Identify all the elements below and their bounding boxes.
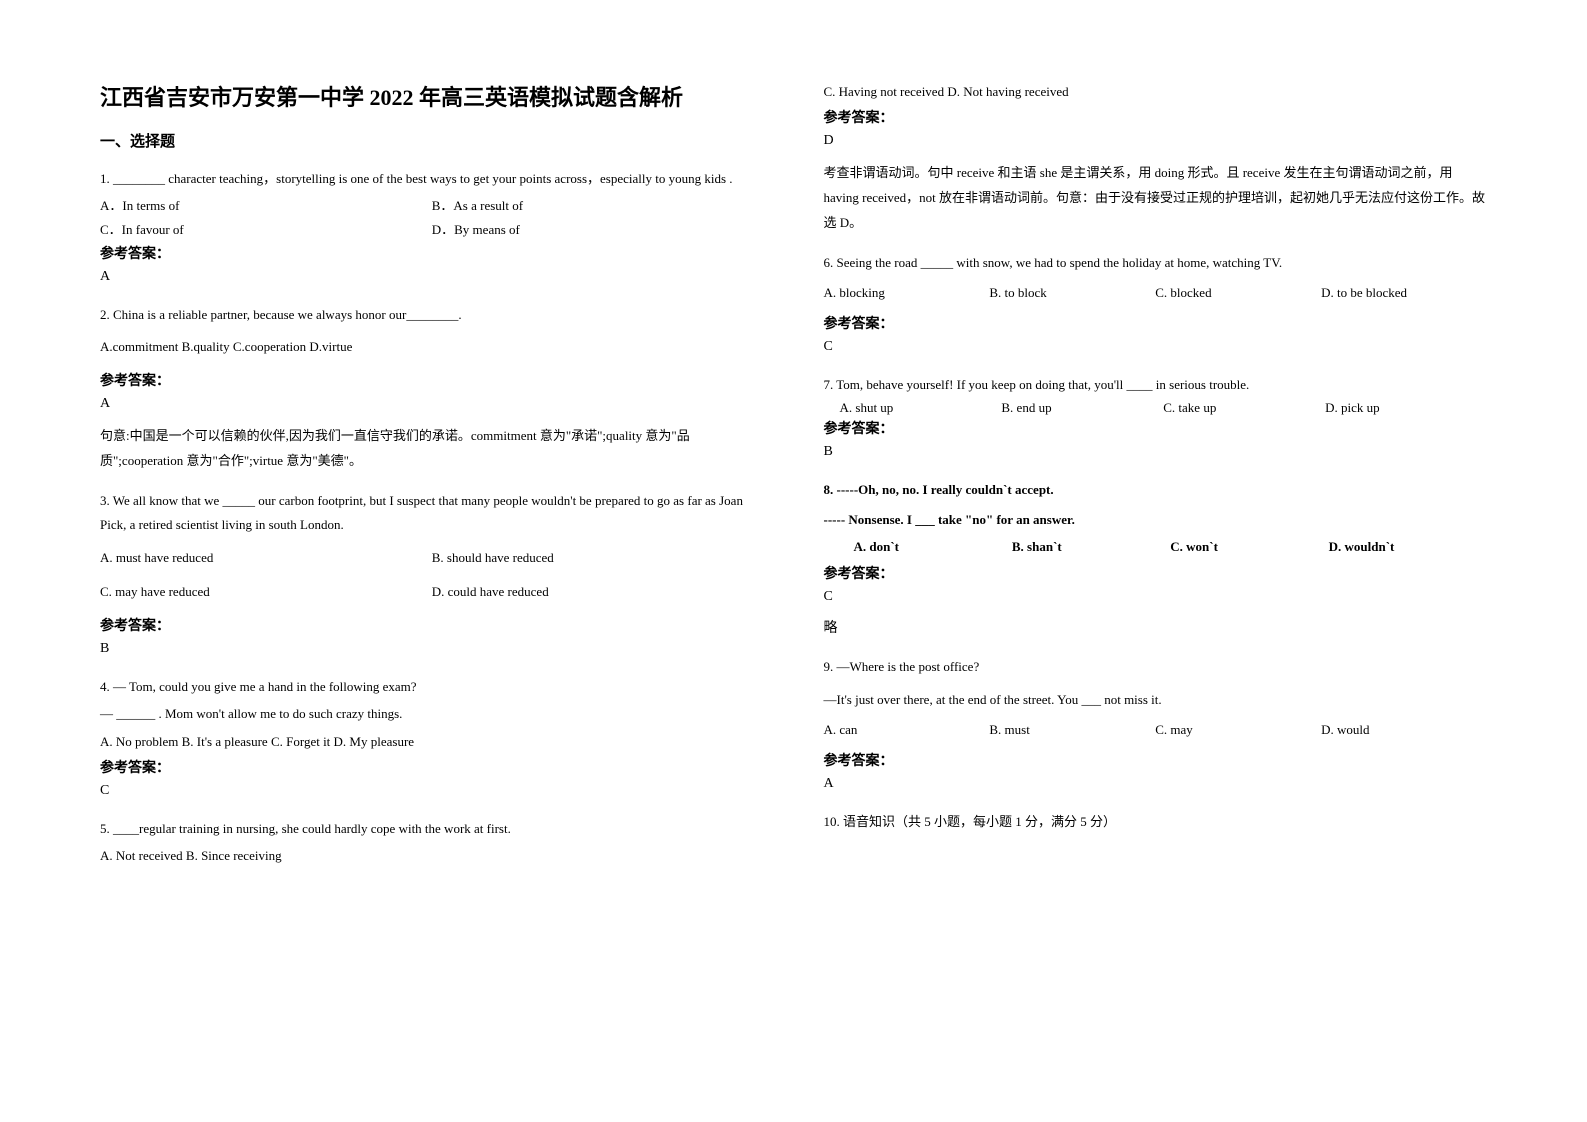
question-1: 1. ________ character teaching，storytell… <box>100 167 764 297</box>
q7-optB: B. end up <box>1001 400 1163 416</box>
q4-answer-label: 参考答案： <box>100 757 764 777</box>
q2-answer: A <box>100 396 764 412</box>
q1-optC: C．In favour of <box>100 218 432 241</box>
q8-text2: ----- Nonsense. I ___ take "no" for an a… <box>824 508 1488 531</box>
q1-optD: D．By means of <box>432 218 764 241</box>
question-6: 6. Seeing the road _____ with snow, we h… <box>824 251 1488 366</box>
q3-options-row1: A. must have reduced B. should have redu… <box>100 546 764 569</box>
q6-answer: C <box>824 339 1488 355</box>
q3-answer: B <box>100 641 764 657</box>
q3-optA: A. must have reduced <box>100 546 432 569</box>
q3-answer-label: 参考答案： <box>100 615 764 635</box>
q6-optC: C. blocked <box>1155 285 1321 301</box>
q2-answer-label: 参考答案： <box>100 370 764 390</box>
q7-optC: C. take up <box>1163 400 1325 416</box>
q7-optA: A. shut up <box>824 400 1002 416</box>
q9-optB: B. must <box>989 722 1155 738</box>
q5-explanation: 考查非谓语动词。句中 receive 和主语 she 是主谓关系，用 doing… <box>824 161 1488 235</box>
q10-text: 10. 语音知识（共 5 小题，每小题 1 分，满分 5 分） <box>824 810 1488 833</box>
q9-text2: —It's just over there, at the end of the… <box>824 688 1488 711</box>
q8-extra: 略 <box>824 617 1488 637</box>
q6-text: 6. Seeing the road _____ with snow, we h… <box>824 251 1488 274</box>
q9-text: 9. —Where is the post office? <box>824 655 1488 678</box>
question-2: 2. China is a reliable partner, because … <box>100 303 764 483</box>
q1-options-row1: A．In terms of B．As a result of <box>100 194 764 217</box>
q1-text: 1. ________ character teaching，storytell… <box>100 167 764 190</box>
q5-answer-label: 参考答案： <box>824 107 1488 127</box>
q3-text: 3. We all know that we _____ our carbon … <box>100 489 764 536</box>
q9-answer: A <box>824 776 1488 792</box>
question-4: 4. — Tom, could you give me a hand in th… <box>100 675 764 811</box>
question-5-cont: C. Having not received D. Not having rec… <box>824 80 1488 245</box>
q3-optC: C. may have reduced <box>100 580 432 603</box>
q3-optB: B. should have reduced <box>432 546 764 569</box>
q8-options: A. don`t B. shan`t C. won`t D. wouldn`t <box>824 539 1488 555</box>
question-7: 7. Tom, behave yourself! If you keep on … <box>824 373 1488 472</box>
q5-answer: D <box>824 133 1488 149</box>
q4-answer: C <box>100 783 764 799</box>
q6-answer-label: 参考答案： <box>824 313 1488 333</box>
q4-options: A. No problem B. It's a pleasure C. Forg… <box>100 730 764 753</box>
q9-answer-label: 参考答案： <box>824 750 1488 770</box>
q9-options: A. can B. must C. may D. would <box>824 722 1488 738</box>
q9-optA: A. can <box>824 722 990 738</box>
question-3: 3. We all know that we _____ our carbon … <box>100 489 764 669</box>
q8-optD: D. wouldn`t <box>1329 539 1487 555</box>
q6-options: A. blocking B. to block C. blocked D. to… <box>824 285 1488 301</box>
question-8: 8. -----Oh, no, no. I really couldn`t ac… <box>824 478 1488 649</box>
q7-answer-label: 参考答案： <box>824 418 1488 438</box>
q6-optA: A. blocking <box>824 285 990 301</box>
q7-text: 7. Tom, behave yourself! If you keep on … <box>824 373 1488 396</box>
q4-text: 4. — Tom, could you give me a hand in th… <box>100 675 764 698</box>
section-header: 一、选择题 <box>100 130 764 151</box>
q2-options: A.commitment B.quality C.cooperation D.v… <box>100 335 764 358</box>
question-5-start: 5. ____regular training in nursing, she … <box>100 817 764 872</box>
q1-optB: B．As a result of <box>432 194 764 217</box>
page-title: 江西省吉安市万安第一中学 2022 年高三英语模拟试题含解析 <box>100 80 764 112</box>
q3-optD: D. could have reduced <box>432 580 764 603</box>
question-9: 9. —Where is the post office? —It's just… <box>824 655 1488 804</box>
q9-optC: C. may <box>1155 722 1321 738</box>
q7-answer: B <box>824 444 1488 460</box>
left-column: 江西省吉安市万安第一中学 2022 年高三英语模拟试题含解析 一、选择题 1. … <box>100 80 764 1042</box>
q1-answer: A <box>100 269 764 285</box>
question-10: 10. 语音知识（共 5 小题，每小题 1 分，满分 5 分） <box>824 810 1488 837</box>
q8-optC: C. won`t <box>1170 539 1328 555</box>
right-column: C. Having not received D. Not having rec… <box>824 80 1488 1042</box>
q2-text: 2. China is a reliable partner, because … <box>100 303 764 326</box>
q1-options-row2: C．In favour of D．By means of <box>100 218 764 241</box>
q7-options: A. shut up B. end up C. take up D. pick … <box>824 400 1488 416</box>
q1-optA: A．In terms of <box>100 194 432 217</box>
q5-text: 5. ____regular training in nursing, she … <box>100 817 764 840</box>
q4-text2: — ______ . Mom won't allow me to do such… <box>100 702 764 725</box>
q8-optB: B. shan`t <box>1012 539 1170 555</box>
q6-optD: D. to be blocked <box>1321 285 1487 301</box>
q8-optA: A. don`t <box>854 539 1012 555</box>
q9-optD: D. would <box>1321 722 1487 738</box>
q1-answer-label: 参考答案： <box>100 243 764 263</box>
q3-options-row2: C. may have reduced D. could have reduce… <box>100 580 764 603</box>
q6-optB: B. to block <box>989 285 1155 301</box>
q8-text: 8. -----Oh, no, no. I really couldn`t ac… <box>824 478 1488 501</box>
q8-answer-label: 参考答案： <box>824 563 1488 583</box>
q5-line3: C. Having not received D. Not having rec… <box>824 80 1488 103</box>
q8-answer: C <box>824 589 1488 605</box>
q2-explanation: 句意:中国是一个可以信赖的伙伴,因为我们一直信守我们的承诺。commitment… <box>100 424 764 473</box>
q7-optD: D. pick up <box>1325 400 1487 416</box>
q5-line2: A. Not received B. Since receiving <box>100 844 764 867</box>
